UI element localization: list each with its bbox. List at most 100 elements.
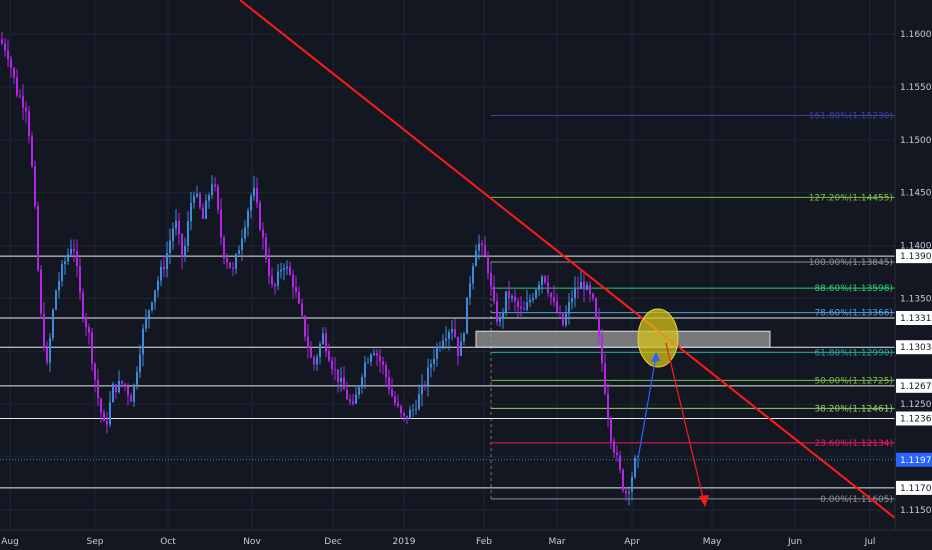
- candle-body: [160, 266, 162, 281]
- candle-body: [505, 291, 507, 313]
- candle-body: [148, 310, 150, 318]
- y-tick-label: 1.11500: [900, 506, 932, 516]
- candle-body: [10, 59, 12, 68]
- candle-body: [250, 195, 252, 211]
- candle-body: [115, 384, 117, 393]
- candle-body: [133, 384, 135, 402]
- candle-body: [541, 276, 543, 285]
- candle-body: [208, 195, 210, 201]
- candle-body: [355, 394, 357, 404]
- candle-body: [412, 409, 414, 411]
- candle-body: [13, 67, 15, 78]
- candle-body: [442, 340, 444, 347]
- candle-body: [421, 384, 423, 395]
- y-tick-label: 1.14000: [900, 242, 932, 252]
- candle-body: [139, 354, 141, 373]
- candle-body: [535, 290, 537, 298]
- candle-body: [277, 271, 279, 286]
- current-price-box: [896, 452, 932, 467]
- candle-body: [565, 313, 567, 326]
- candle-body: [262, 229, 264, 238]
- candle-body: [223, 237, 225, 259]
- price-label-box: [896, 480, 932, 495]
- fib-level-label: 100.00%(1.13845): [809, 258, 893, 268]
- candle-body: [25, 107, 27, 112]
- candle-body: [184, 245, 186, 257]
- up-arrow-head: [651, 352, 660, 362]
- candle-body: [247, 210, 249, 228]
- candle-body: [559, 312, 561, 314]
- candle-body: [97, 379, 99, 399]
- candle-body: [301, 303, 303, 316]
- candle-body: [214, 184, 216, 187]
- candle-body: [85, 317, 87, 328]
- up-arrow-line: [637, 355, 657, 460]
- price-label-box: [896, 249, 932, 264]
- down-arrow-line: [665, 342, 705, 503]
- fib-level-label: 61.80%(1.12990): [814, 348, 893, 358]
- fib-level-label: 50.00%(1.12725): [814, 376, 893, 386]
- candle-body: [544, 276, 546, 283]
- candle-body: [586, 284, 588, 290]
- candle-body: [205, 200, 207, 219]
- candle-body: [553, 297, 555, 302]
- projection-arrows[interactable]: [637, 342, 709, 507]
- candle-body: [112, 384, 114, 403]
- candle-body: [493, 286, 495, 302]
- candle-body: [286, 266, 288, 269]
- fibonacci-retracement[interactable]: 161.80%(1.15230) 127.20%(1.14455) 100.00%(…: [490, 111, 895, 505]
- candle-body: [220, 209, 222, 238]
- x-tick-label: Dec: [324, 537, 341, 547]
- candle-body: [244, 227, 246, 239]
- x-axis: Aug Sep Oct Nov Dec 2019 Feb Mar Apr May Jun Jul: [0, 529, 932, 547]
- trendline[interactable]: [239, 0, 896, 519]
- candle-body: [157, 280, 159, 291]
- candle-body: [358, 387, 360, 395]
- candle-body: [55, 290, 57, 310]
- candle-body: [496, 301, 498, 322]
- candle-body: [169, 240, 171, 253]
- candle-body: [568, 302, 570, 314]
- current-price-text: 1.11975: [900, 456, 932, 466]
- y-tick-label: 1.12500: [900, 400, 932, 410]
- candle-body: [31, 136, 33, 167]
- price-label-text: 1.13900: [900, 252, 932, 262]
- candle-body: [523, 308, 525, 310]
- candle-body: [106, 421, 108, 425]
- candle-body: [337, 369, 339, 383]
- candle-body: [109, 402, 111, 425]
- candle-body: [76, 251, 78, 267]
- candle-body: [382, 361, 384, 366]
- candle-body: [508, 291, 510, 299]
- candle-body: [607, 393, 609, 419]
- candle-body: [313, 357, 315, 365]
- candle-body: [331, 360, 333, 370]
- candle-body: [370, 354, 372, 362]
- candle-body: [154, 290, 156, 303]
- candle-body: [385, 365, 387, 378]
- candle-body: [451, 329, 453, 333]
- candle-body: [103, 412, 105, 422]
- fib-level-label: 0.00%(1.11605): [820, 495, 893, 505]
- resistance-zone[interactable]: [475, 330, 771, 348]
- candle-body: [349, 399, 351, 402]
- candle-body: [457, 336, 459, 356]
- price-label-text: 1.12365: [900, 415, 932, 425]
- candle-body: [7, 50, 9, 60]
- y-axis: 1.16000 1.15500 1.15000 1.14500 1.14000 1.135…: [894, 0, 932, 530]
- candle-body: [259, 202, 261, 230]
- candle-body: [4, 43, 6, 51]
- candle-body: [406, 415, 408, 419]
- candle-body: [562, 313, 564, 326]
- candle-body: [601, 335, 603, 364]
- candle-body: [49, 338, 51, 363]
- candle-body: [460, 341, 462, 356]
- candle-body: [163, 266, 165, 269]
- fib-level-label: 88.60%(1.13598): [814, 284, 893, 294]
- candle-body: [490, 273, 492, 287]
- candle-body: [484, 245, 486, 256]
- candle-body: [436, 347, 438, 359]
- candle-body: [388, 377, 390, 390]
- fib-level-label: 127.20%(1.14455): [809, 193, 893, 203]
